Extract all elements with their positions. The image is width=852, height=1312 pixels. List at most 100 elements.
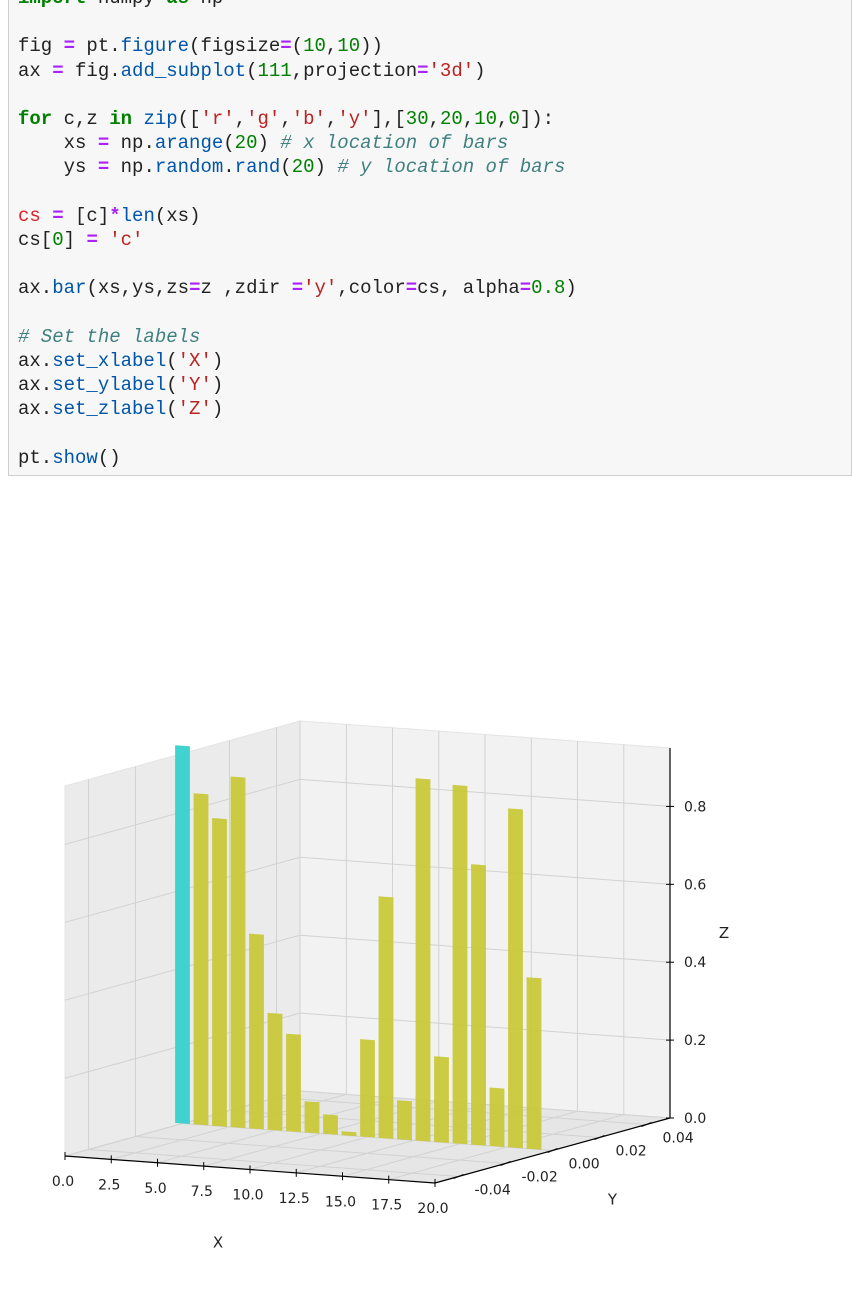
code-token: 111	[257, 59, 292, 82]
code-token: 'b'	[291, 107, 326, 130]
code-token: ,	[325, 35, 338, 58]
code-token: ]):	[519, 107, 555, 130]
code-token: bar	[52, 277, 87, 300]
bar	[452, 784, 468, 1145]
code-token: # y location of bars	[337, 156, 566, 179]
bar	[489, 1087, 505, 1147]
code-cell[interactable]: import numpy as npfig = pt.figure(figsiz…	[8, 0, 852, 476]
code-token	[98, 229, 109, 251]
bar	[304, 1101, 320, 1134]
code-token: ,	[234, 107, 247, 130]
x-tick-label: 12.5	[279, 1191, 310, 1207]
code-token: 0	[508, 107, 520, 130]
code-token: '3d'	[428, 59, 475, 82]
code-token: =	[417, 59, 429, 82]
code-token: ,	[325, 107, 338, 130]
y-tick-label: -0.04	[475, 1183, 511, 1199]
code-line	[18, 83, 577, 107]
code-token: in	[109, 107, 133, 130]
code-token: =	[86, 228, 98, 251]
code-token: [c]	[63, 204, 110, 227]
code-token: =	[405, 277, 418, 300]
code-token: (	[166, 374, 178, 396]
code-token: 10	[303, 35, 326, 58]
bar	[286, 1033, 301, 1133]
code-token: =	[52, 204, 64, 227]
code-line: cs[0] = 'c'	[18, 228, 577, 252]
code-token: =	[63, 35, 76, 58]
code-token: ax.	[18, 398, 53, 421]
code-token: =	[97, 156, 110, 179]
code-token: )	[474, 59, 486, 82]
code-token: c,z	[52, 107, 110, 130]
code-editor[interactable]: import numpy as npfig = pt.figure(figsiz…	[18, 0, 577, 470]
code-token: )	[314, 156, 338, 179]
code-token: 0.8	[531, 277, 566, 300]
code-token: (	[166, 398, 178, 421]
code-token: 'g'	[246, 107, 281, 130]
code-token: 30	[405, 107, 429, 130]
code-line: cs = [c]*len(xs)	[18, 204, 577, 228]
code-token: )	[565, 277, 577, 300]
code-token: import	[18, 0, 86, 9]
x-tick-label: 20.0	[417, 1201, 448, 1217]
code-line: pt.show()	[18, 446, 577, 470]
bar	[193, 793, 209, 1126]
code-token: ],[	[371, 107, 406, 130]
code-token: add_subplot	[120, 59, 247, 82]
code-token: 'Y'	[177, 374, 212, 396]
code-token: rand	[234, 156, 281, 179]
y-tick-label: 0.00	[569, 1157, 600, 1173]
code-token: as	[166, 0, 189, 9]
code-token: cs[	[18, 228, 53, 251]
code-token: fig.	[63, 59, 121, 82]
code-token: show	[52, 446, 98, 469]
code-token: 'y'	[303, 277, 338, 300]
code-token: )	[257, 132, 281, 155]
code-token: ]	[63, 228, 87, 251]
bar	[378, 896, 394, 1139]
code-line	[18, 252, 577, 276]
code-token: xs	[18, 132, 98, 155]
code-line: ys = np.random.rand(20) # y location of …	[18, 155, 577, 179]
code-token: random	[154, 156, 224, 179]
code-token: np	[189, 0, 223, 9]
z-tick-label: 0.4	[684, 955, 706, 971]
code-token: ax	[18, 59, 53, 82]
code-line: for c,z in zip(['r','g','b','y'],[30,20,…	[18, 107, 577, 131]
code-token: for	[18, 107, 53, 130]
bar	[230, 776, 246, 1129]
code-token: ax.	[18, 349, 53, 372]
x-tick-label: 2.5	[98, 1177, 120, 1193]
code-token: ,	[497, 107, 509, 130]
code-line	[18, 10, 577, 34]
code-token: ,projection	[291, 59, 418, 82]
bar	[341, 1131, 357, 1137]
code-token: figure	[120, 35, 190, 58]
code-token: pt.	[18, 446, 53, 469]
code-token	[41, 205, 52, 227]
code-token: (xs,ys,zs	[86, 277, 190, 300]
code-token: *	[109, 204, 121, 227]
bar	[434, 1056, 449, 1143]
code-token: (	[291, 35, 304, 58]
x-tick-label: 15.0	[325, 1194, 356, 1210]
code-token: ([	[177, 107, 201, 130]
code-line: xs = np.arange(20) # x location of bars	[18, 131, 577, 155]
bar	[212, 818, 227, 1127]
code-token: 'X'	[177, 349, 212, 372]
code-token: 20	[234, 132, 258, 155]
code-token: numpy	[86, 0, 166, 9]
bar	[267, 1012, 283, 1131]
z-axis-label: Z	[719, 924, 729, 942]
code-token: ,	[428, 107, 441, 130]
z-grid-line	[64, 856, 671, 923]
code-token: 'r'	[200, 107, 235, 130]
code-token: 10	[337, 35, 361, 58]
x-tick-label: 5.0	[144, 1181, 166, 1197]
code-token: )	[211, 374, 224, 396]
z-grid-line	[64, 778, 671, 845]
bar	[397, 1100, 412, 1141]
z-grid-line	[64, 1012, 671, 1079]
code-line	[18, 300, 577, 324]
